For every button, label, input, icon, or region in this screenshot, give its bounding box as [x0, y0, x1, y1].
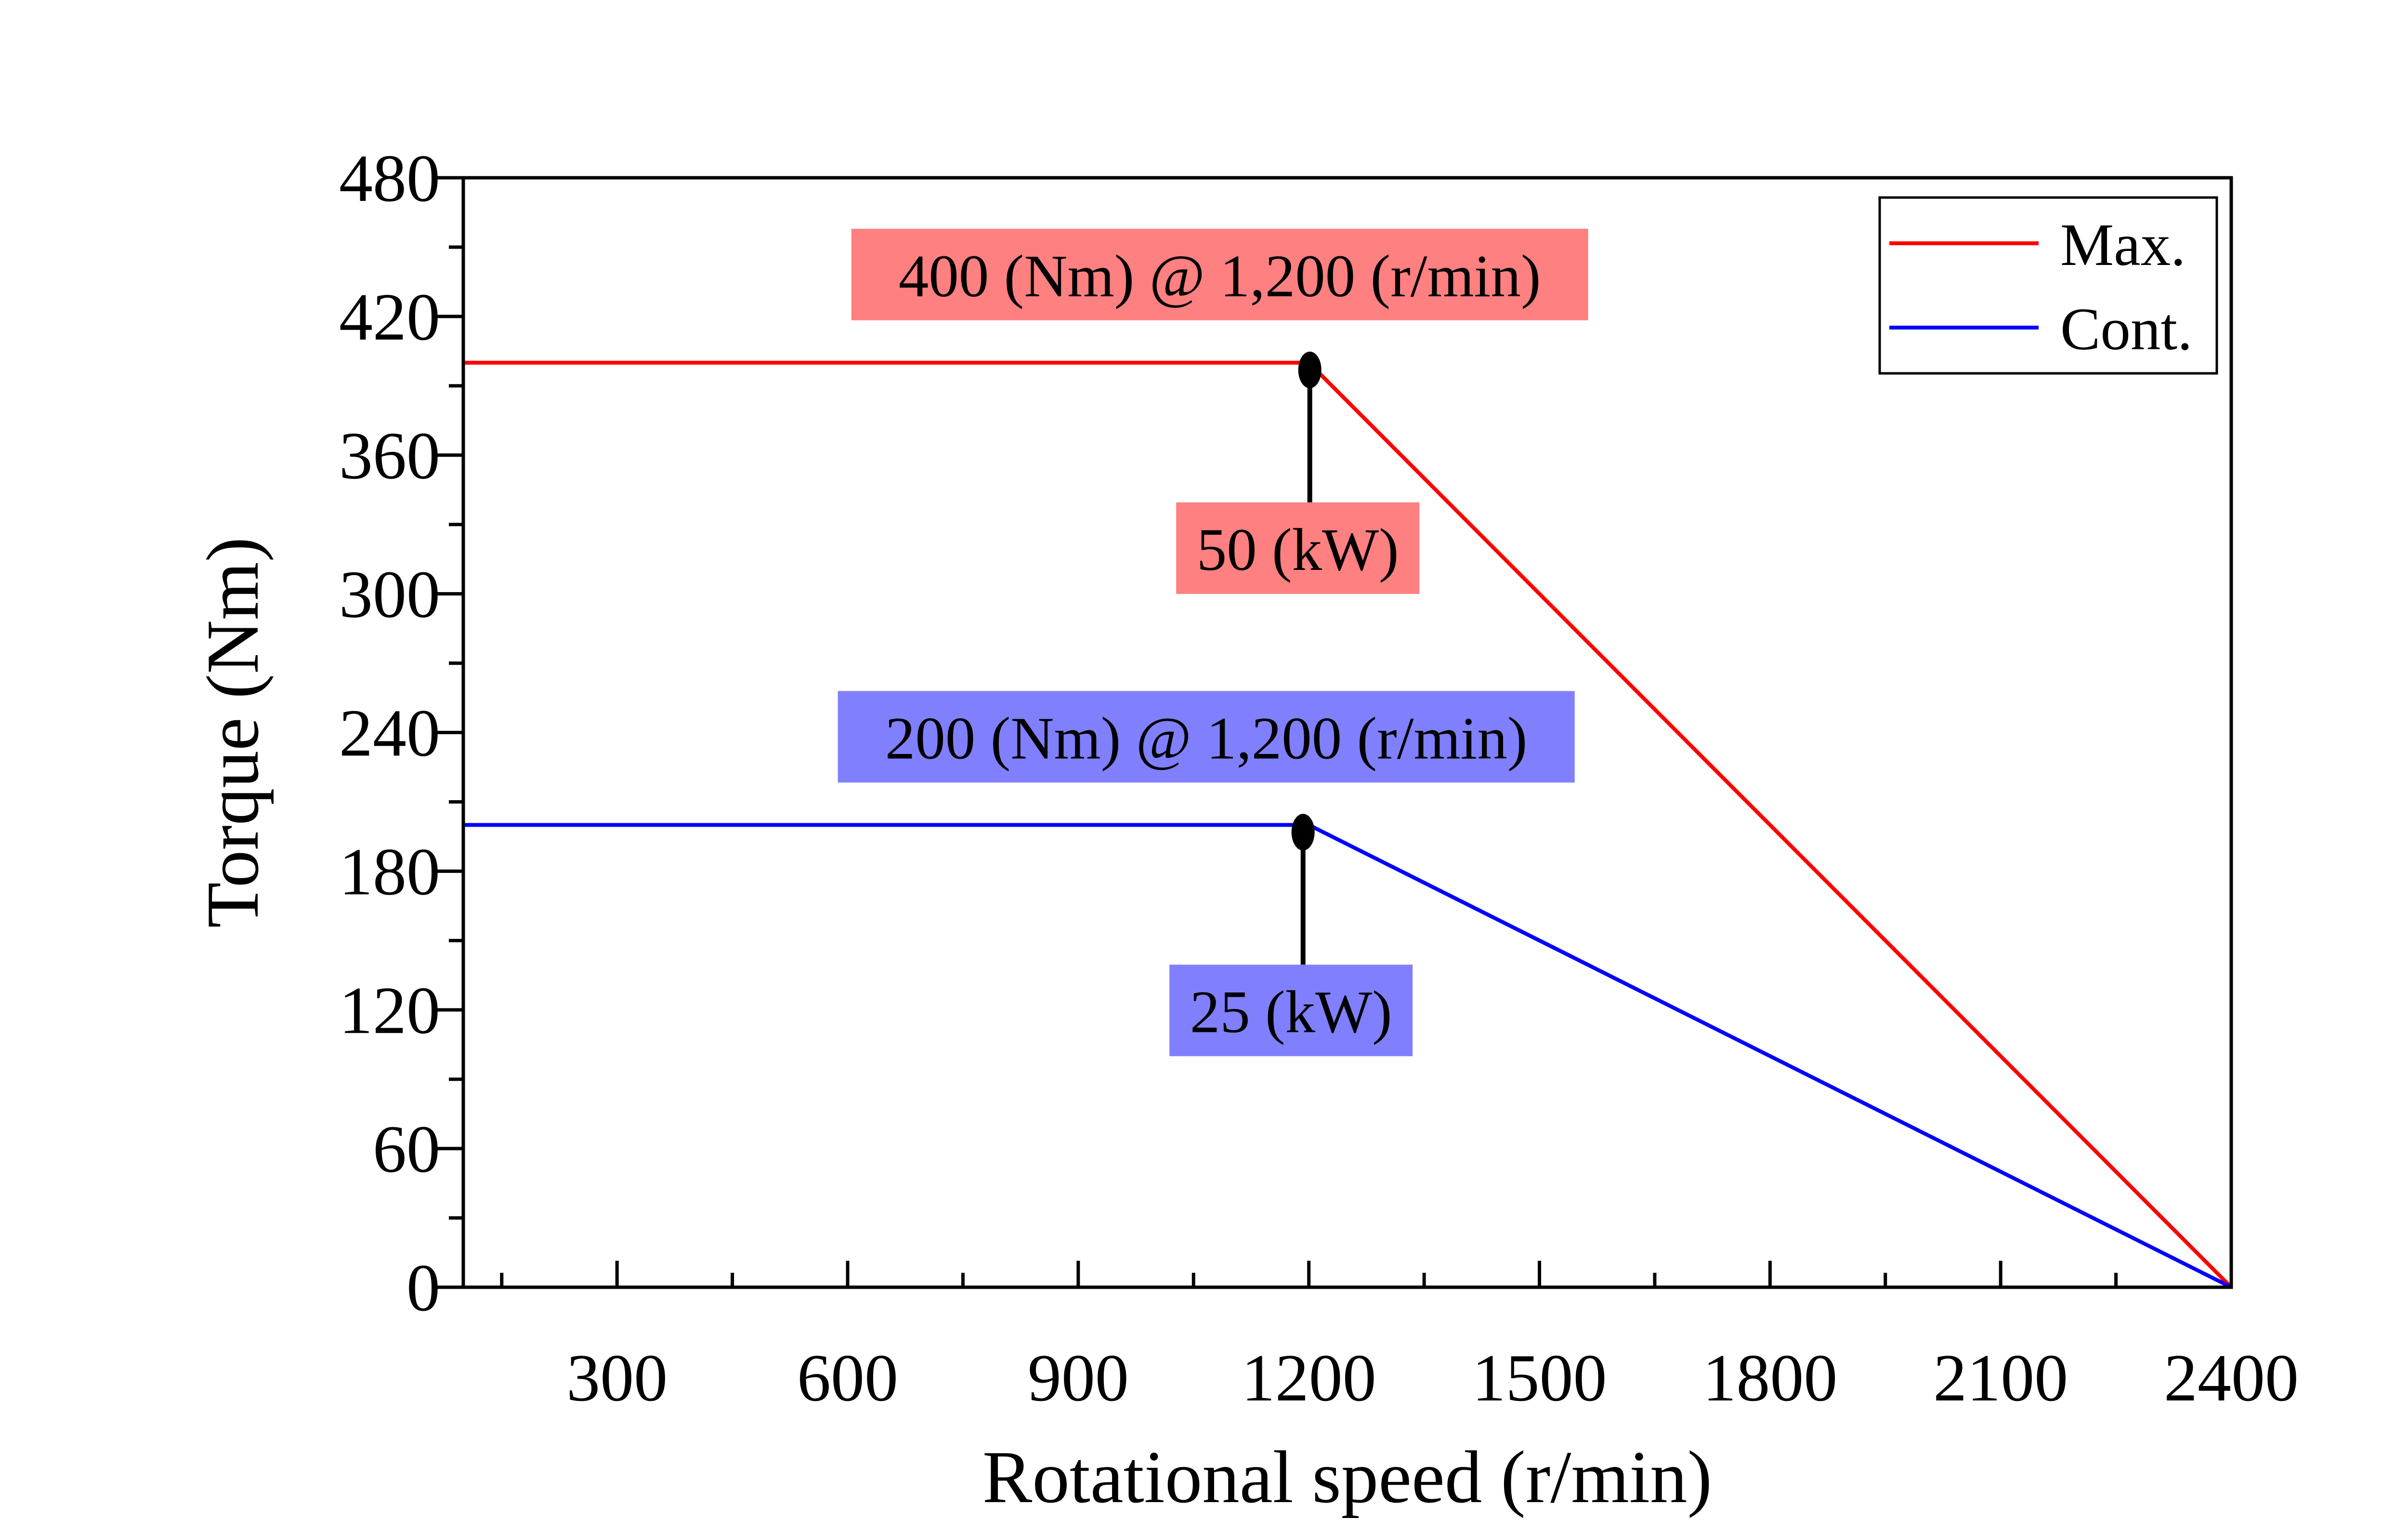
y-tick-label: 60 — [373, 1112, 440, 1187]
x-tick-label: 1200 — [1242, 1341, 1376, 1415]
x-tick-label: 1800 — [1702, 1341, 1837, 1415]
annotation-label-cont-top: 200 (Nm) @ 1,200 (r/min) — [885, 705, 1528, 772]
annotation-box-max-bottom — [1176, 502, 1420, 594]
marker-layer — [1291, 351, 1322, 851]
annotation-marker-cont — [1291, 814, 1315, 851]
y-tick-label: 360 — [339, 419, 440, 493]
annotation-box-max-top — [851, 228, 1588, 320]
annotation-box-cont-bottom — [1169, 964, 1413, 1056]
y-tick-label: 180 — [339, 834, 440, 909]
x-tick-label: 900 — [1028, 1341, 1129, 1415]
annotation-label-max-top: 400 (Nm) @ 1,200 (r/min) — [899, 243, 1541, 310]
legend-box — [1878, 196, 2218, 375]
axes-layer: 300 600 900 1200 1500 1800 2100 2400 0 60 120 180 24… — [339, 141, 2299, 1415]
annotation-layer: 400 (Nm) @ 1,200 (r/min) 50 (kW) 200 (Nm) … — [838, 228, 1588, 1056]
y-tick-label: 0 — [406, 1251, 440, 1325]
y-tick-label: 480 — [339, 141, 440, 216]
annotation-box-cont-top — [838, 691, 1575, 783]
legend-label-max: Max. — [2060, 212, 2186, 278]
legend-label-cont: Cont. — [2060, 296, 2192, 363]
x-tick-label: 2100 — [1933, 1341, 2068, 1415]
y-tick-label: 120 — [339, 973, 440, 1048]
x-axis-title: Rotational speed (r/min) — [982, 1436, 1712, 1518]
y-tick-label: 300 — [339, 557, 440, 632]
annotation-label-cont-bottom: 25 (kW) — [1190, 979, 1392, 1045]
x-tick-label: 600 — [797, 1341, 898, 1415]
x-tick-label: 1500 — [1472, 1341, 1607, 1415]
y-tick-label: 420 — [339, 280, 440, 355]
y-tick-label: 240 — [339, 696, 440, 771]
series-layer — [463, 360, 2233, 1289]
legend: Max. Cont. — [1878, 196, 2218, 375]
annotation-marker-max — [1298, 351, 1322, 388]
annotation-label-max-bottom: 50 (kW) — [1197, 517, 1399, 583]
y-axis-title: Torque (Nm) — [191, 537, 274, 928]
x-tick-label: 2400 — [2164, 1341, 2299, 1415]
x-tick-label: 300 — [566, 1341, 667, 1415]
